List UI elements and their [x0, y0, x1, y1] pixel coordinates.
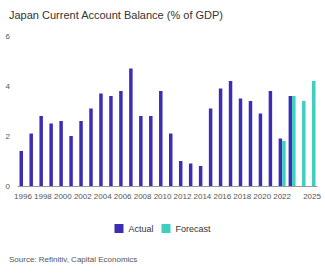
svg-text:2018: 2018	[233, 192, 251, 201]
svg-text:2016: 2016	[213, 192, 231, 201]
svg-text:2012: 2012	[174, 192, 192, 201]
svg-text:Source: Refinitiv, Capital Eco: Source: Refinitiv, Capital Economics	[9, 255, 137, 264]
svg-text:2010: 2010	[154, 192, 172, 201]
svg-text:Japan Current Account Balance: Japan Current Account Balance (% of GDP)	[9, 9, 223, 21]
svg-text:2014: 2014	[193, 192, 211, 201]
svg-text:Actual: Actual	[128, 224, 153, 234]
svg-text:6: 6	[6, 32, 11, 41]
svg-text:2004: 2004	[94, 192, 112, 201]
svg-text:2022: 2022	[273, 192, 291, 201]
svg-text:2008: 2008	[134, 192, 152, 201]
svg-text:2025: 2025	[303, 192, 321, 201]
svg-text:1996: 1996	[14, 192, 32, 201]
svg-text:2000: 2000	[54, 192, 72, 201]
svg-text:4: 4	[6, 82, 11, 91]
svg-text:2002: 2002	[74, 192, 92, 201]
svg-text:2006: 2006	[114, 192, 132, 201]
svg-text:2020: 2020	[253, 192, 271, 201]
svg-text:1998: 1998	[34, 192, 52, 201]
svg-text:Forecast: Forecast	[176, 224, 212, 234]
svg-text:0: 0	[6, 182, 11, 191]
svg-text:2: 2	[6, 132, 11, 141]
